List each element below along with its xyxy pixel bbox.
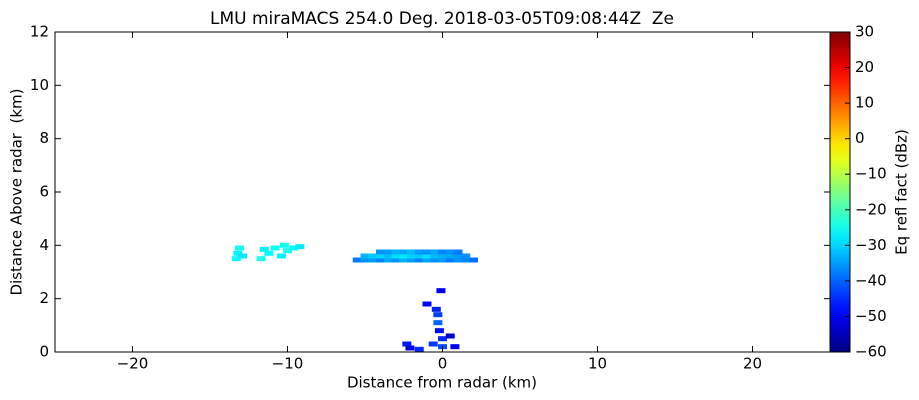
echo-cell	[453, 257, 463, 263]
colorbar-tick-label: 30	[855, 23, 874, 41]
echo-cell	[414, 346, 424, 352]
echo-cell	[438, 249, 447, 255]
x-tick-label: 10	[588, 355, 607, 373]
colorbar-tick-label: −50	[855, 307, 887, 325]
echo-cell	[461, 257, 471, 263]
echo-cell	[430, 253, 440, 259]
echo-cell	[433, 320, 443, 326]
echo-cell	[383, 257, 393, 263]
echo-cell	[414, 257, 424, 263]
echo-cell	[295, 244, 305, 250]
echo-cell	[407, 257, 416, 263]
echo-cell	[402, 341, 412, 347]
echo-cell	[256, 256, 266, 262]
echo-cell	[264, 250, 274, 256]
echo-cell	[445, 253, 455, 259]
colorbar-label: Eq refl fact (dBz)	[893, 129, 911, 255]
echo-cell	[238, 253, 248, 259]
echo-cell	[453, 249, 463, 255]
colorbar-tick-label: 10	[855, 94, 874, 112]
echo-cell	[368, 257, 378, 263]
echo-cell	[430, 249, 440, 255]
y-axis-label: Distance Above radar (km)	[8, 89, 26, 296]
echo-cell	[431, 306, 441, 312]
echo-cell	[391, 249, 401, 255]
x-tick-label: −10	[272, 355, 304, 373]
echo-cell	[399, 249, 409, 255]
colorbar-tick-label: −20	[855, 200, 887, 218]
echo-cell	[438, 336, 447, 342]
x-tick-label: 0	[438, 355, 448, 373]
x-tick-label: 20	[743, 355, 762, 373]
echo-cell	[360, 257, 370, 263]
echo-cell	[433, 312, 443, 318]
echo-cell	[407, 253, 416, 259]
chart-title: LMU miraMACS 254.0 Deg. 2018-03-05T09:08…	[210, 9, 674, 29]
x-tick-label: −20	[117, 355, 149, 373]
echo-cell	[422, 249, 432, 255]
echo-cell	[399, 257, 409, 263]
echo-cell	[422, 253, 432, 259]
echo-cell	[231, 256, 241, 262]
echo-cell	[422, 301, 432, 307]
echo-cell	[279, 242, 289, 248]
colorbar-tick-label: −10	[855, 165, 887, 183]
echo-cell	[469, 257, 478, 263]
y-tick-label: 12	[30, 23, 49, 41]
y-tick-label: 2	[39, 289, 49, 307]
colorbar-tick-label: −40	[855, 271, 887, 289]
echo-cell	[445, 249, 455, 255]
colorbar-tick-label: 20	[855, 58, 874, 76]
echo-cell	[445, 257, 455, 263]
echo-cell	[376, 257, 385, 263]
echo-cell	[399, 253, 409, 259]
colorbar	[829, 31, 851, 353]
colorbar-tick-label: −30	[855, 236, 887, 254]
echo-cell	[422, 257, 432, 263]
y-tick-label: 0	[39, 343, 49, 361]
echo-cell	[414, 253, 424, 259]
echo-cell	[445, 333, 455, 339]
plot-frame	[54, 31, 831, 353]
echo-cell	[283, 248, 292, 254]
colorbar-tick-label: −60	[855, 343, 887, 361]
echo-cell	[405, 345, 415, 351]
echo-cell	[450, 344, 460, 350]
echo-cell	[428, 341, 438, 347]
y-tick-label: 4	[39, 236, 49, 254]
echo-cell	[352, 257, 362, 263]
echo-cell	[391, 257, 401, 263]
echo-cell	[414, 249, 424, 255]
echo-cell	[407, 249, 416, 255]
x-axis-label: Distance from radar (km)	[347, 374, 537, 392]
echo-cell	[360, 253, 370, 259]
echo-cell	[289, 245, 299, 251]
y-tick-label: 6	[39, 183, 49, 201]
y-tick-label: 10	[30, 76, 49, 94]
y-tick-label: 8	[39, 129, 49, 147]
echo-cell	[438, 253, 447, 259]
colorbar-tick-label: 0	[855, 129, 865, 147]
echo-cell	[453, 253, 463, 259]
echo-cell	[434, 328, 444, 334]
echo-cell	[376, 253, 385, 259]
echo-cell	[383, 253, 393, 259]
echo-cell	[391, 253, 401, 259]
echo-cell	[270, 245, 280, 251]
echo-cell	[461, 253, 471, 259]
echo-cell	[383, 249, 393, 255]
echo-cell	[233, 250, 243, 256]
echo-cell	[234, 245, 244, 251]
echo-cell	[430, 257, 440, 263]
echo-cell	[368, 253, 378, 259]
echo-cell	[436, 288, 446, 294]
echo-cell	[438, 257, 447, 263]
echo-cell	[276, 253, 286, 259]
echo-cell	[376, 249, 385, 255]
echo-cell	[259, 246, 269, 252]
